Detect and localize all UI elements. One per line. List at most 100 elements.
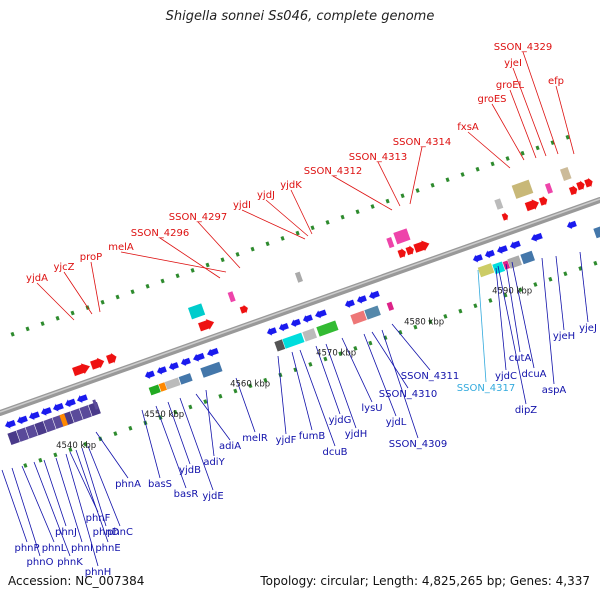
reverse-gene-label: phnD xyxy=(93,527,120,538)
gene-block xyxy=(494,198,504,210)
leader-line xyxy=(377,161,401,207)
leader-line xyxy=(509,89,537,159)
gene-block xyxy=(43,417,56,433)
leader-line xyxy=(277,355,287,435)
leader-line xyxy=(371,331,409,389)
forward-gene-label: efp xyxy=(548,76,564,87)
tick-dot xyxy=(235,252,240,257)
reverse-gene-label: phnE xyxy=(95,543,120,554)
reverse-gene-label: phnK xyxy=(57,557,83,568)
tick-dot xyxy=(203,399,208,404)
leader-line xyxy=(579,251,589,323)
backbone-line xyxy=(0,197,600,416)
backbone-highlight xyxy=(0,198,600,413)
reverse-gene-arrow xyxy=(278,322,290,333)
tick-dot xyxy=(83,441,88,447)
reverse-gene-arrow xyxy=(314,309,328,319)
tick-dot xyxy=(68,447,73,452)
gene-block xyxy=(544,182,553,194)
reverse-gene-label: lysU xyxy=(361,403,382,414)
gene-block xyxy=(294,271,303,283)
tick-dot xyxy=(413,324,418,330)
leader-line xyxy=(505,263,521,353)
reverse-gene-label: dcuB xyxy=(322,447,347,458)
tick-dot xyxy=(295,230,300,236)
leader-line xyxy=(391,323,431,371)
forward-gene-arrow xyxy=(412,239,430,254)
reverse-gene-label: basS xyxy=(148,479,172,490)
tick-dot xyxy=(385,198,390,204)
forward-gene-label: SSON_4313 xyxy=(349,152,408,163)
leader-line xyxy=(55,457,83,543)
tick-dot xyxy=(263,377,268,383)
leader-line xyxy=(75,449,109,543)
tick-dot xyxy=(218,393,223,399)
tick-dot xyxy=(338,351,343,357)
gene-block xyxy=(282,332,305,349)
tick-dot xyxy=(310,225,315,231)
tick-dot xyxy=(370,204,375,209)
reverse-gene-arrow xyxy=(356,294,368,305)
forward-gene-label: SSON_4329 xyxy=(494,42,553,53)
backbone-tick-dots xyxy=(10,134,598,468)
leader-line xyxy=(1,469,28,543)
leader-line xyxy=(21,465,55,543)
reverse-gene-arrow xyxy=(472,253,484,264)
gene-block xyxy=(593,223,600,239)
reverse-gene-label: yjeH xyxy=(553,331,575,342)
leader-line xyxy=(87,445,121,527)
gene-block xyxy=(7,430,20,446)
gene-block xyxy=(88,401,101,417)
tick-dot xyxy=(53,452,58,458)
reverse-gene-arrow xyxy=(192,352,206,363)
tick-dot xyxy=(520,150,525,156)
leader-line xyxy=(95,431,129,479)
forward-gene-arrow xyxy=(105,352,117,365)
leader-line xyxy=(467,131,511,169)
forward-gene-arrow xyxy=(397,247,407,259)
gene-block xyxy=(393,228,411,245)
leader-line xyxy=(167,401,191,465)
leader-line xyxy=(290,189,313,235)
reverse-gene-label: phnJ xyxy=(55,527,77,538)
reverse-gene-label: phnC xyxy=(107,527,133,538)
tick-dot xyxy=(443,314,448,319)
leader-line xyxy=(512,67,547,157)
reverse-gene-arrow xyxy=(28,410,41,421)
reverse-gene-arrow xyxy=(509,240,522,250)
leader-line xyxy=(235,377,256,433)
tick-dot xyxy=(430,182,435,188)
leader-line xyxy=(299,349,336,447)
forward-gene-arrow xyxy=(575,179,586,192)
gene-block xyxy=(364,305,381,320)
leader-line xyxy=(341,337,373,403)
tick-dot xyxy=(565,134,570,140)
tick-dot xyxy=(355,209,360,215)
tick-dot xyxy=(113,431,118,436)
tick-dot xyxy=(475,166,480,172)
leader-line xyxy=(241,209,306,240)
reverse-gene-arrow xyxy=(530,232,544,243)
gene-block xyxy=(148,384,161,396)
reverse-gene-arrow xyxy=(168,361,180,372)
reverse-gene-label: phnP xyxy=(14,543,39,554)
gene-block xyxy=(200,361,223,378)
leader-line xyxy=(63,271,93,315)
reverse-gene-arrow xyxy=(206,347,220,358)
forward-gene-arrow xyxy=(405,244,415,257)
gene-block xyxy=(16,427,29,442)
tick-dot xyxy=(308,362,313,367)
leader-line xyxy=(332,175,393,211)
gene-block xyxy=(477,263,495,278)
reverse-gene-label: cutA xyxy=(509,353,532,364)
reverse-gene-label: adiA xyxy=(219,441,241,452)
forward-gene-arrow xyxy=(239,303,249,315)
leader-line xyxy=(555,255,565,331)
leader-line xyxy=(363,333,397,417)
forward-gene-label: groES xyxy=(477,94,506,105)
tick-dot xyxy=(190,268,195,273)
gene-block xyxy=(559,166,572,181)
leader-line xyxy=(65,453,99,567)
reverse-gene-arrow xyxy=(76,393,89,404)
forward-gene-label: yjdA xyxy=(26,273,48,284)
